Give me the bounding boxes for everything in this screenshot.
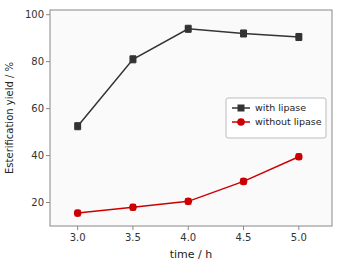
data-point (185, 25, 192, 32)
error-bar (75, 123, 81, 130)
y-tick (46, 202, 50, 203)
x-tick (298, 226, 299, 230)
error-bar (185, 199, 191, 205)
y-tick-label: 100 (25, 9, 44, 20)
legend-marker (237, 118, 245, 126)
data-point (74, 123, 81, 130)
x-tick (188, 226, 189, 230)
x-tick (132, 226, 133, 230)
data-point (129, 203, 137, 211)
legend-box (226, 98, 326, 138)
x-tick-label: 4.0 (180, 232, 196, 243)
legend: with lipase without lipase (226, 98, 326, 138)
data-point (295, 153, 303, 161)
data-point (240, 178, 248, 186)
x-tick-label: 3.5 (125, 232, 141, 243)
data-point (129, 56, 136, 63)
y-tick (46, 61, 50, 62)
plot-frame (50, 10, 332, 226)
legend-marker (238, 105, 245, 112)
x-tick (243, 226, 244, 230)
y-tick-label: 80 (31, 56, 44, 67)
error-bar (241, 179, 247, 185)
error-bar (185, 25, 191, 32)
legend-item: with lipase (232, 102, 306, 113)
series-1 (74, 153, 303, 217)
y-axis-label: Esterification yield / % (4, 62, 15, 174)
y-tick-label: 40 (31, 150, 44, 161)
x-tick (77, 226, 78, 230)
chart-svg: 3.0 3.5 4.0 4.5 5.0 20 40 60 80 100 time / h Esteri… (0, 0, 342, 264)
data-point (184, 198, 192, 206)
y-tick (46, 155, 50, 156)
data-point (240, 30, 247, 37)
series-line (78, 157, 299, 213)
data-point (74, 209, 82, 217)
legend-label: with lipase (255, 102, 306, 113)
error-bar (130, 204, 136, 210)
x-tick-label: 5.0 (291, 232, 307, 243)
error-bar (296, 154, 302, 160)
y-tick-label: 20 (31, 197, 44, 208)
data-point (295, 34, 302, 41)
y-tick (46, 14, 50, 15)
legend-label: without lipase (255, 116, 322, 127)
x-tick-label: 4.5 (236, 232, 252, 243)
x-axis-label: time / h (170, 248, 213, 261)
error-bar (130, 56, 136, 63)
x-tick-label: 3.0 (70, 232, 86, 243)
y-tick-label: 60 (31, 103, 44, 114)
chart-container: 3.0 3.5 4.0 4.5 5.0 20 40 60 80 100 time / h Esteri… (0, 0, 342, 264)
legend-item: without lipase (232, 116, 322, 127)
y-tick (46, 108, 50, 109)
error-bar (296, 33, 302, 40)
error-bar (75, 210, 81, 216)
error-bar (241, 30, 247, 37)
